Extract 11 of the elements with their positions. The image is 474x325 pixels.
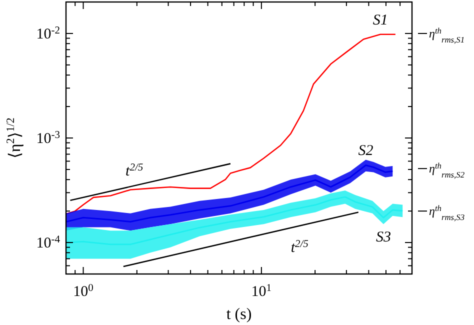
y-tick-label: 10$^{-4}$ <box>36 234 61 252</box>
x-axis-title: t (s) <box>226 306 252 323</box>
series-label: S2 <box>358 143 374 160</box>
series-label: S1 <box>372 12 388 28</box>
series-label: t$^{2/5}$ <box>290 238 308 256</box>
x-tick-label: 10$^{1}$ <box>251 282 272 300</box>
y-tick-label: 10$^{-3}$ <box>36 130 60 147</box>
series-label: S3 <box>376 230 391 246</box>
series-label: t$^{2/5}$ <box>126 162 144 180</box>
x-tick-label: 10$^{0}$ <box>73 282 94 300</box>
y-tick-label: 10$^{-2}$ <box>36 24 60 42</box>
